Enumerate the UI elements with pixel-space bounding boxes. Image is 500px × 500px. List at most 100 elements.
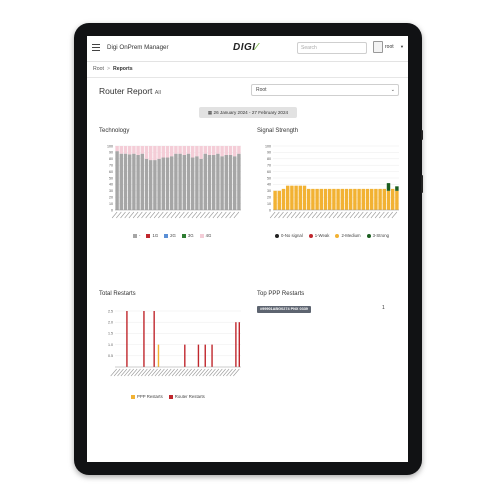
y-tick-label: 90: [267, 151, 271, 155]
legend-item[interactable]: 1-Weak: [308, 233, 329, 238]
top-ppp-row[interactable]: #99901ABG0274 PNX 0339 1: [257, 305, 406, 314]
legend-item[interactable]: Router Restarts: [168, 394, 205, 399]
bar: [169, 156, 174, 210]
calendar-icon: ▦: [207, 110, 214, 115]
device-badge[interactable]: #99901ABG0274 PNX 0339: [257, 306, 311, 313]
user-avatar-icon[interactable]: [373, 41, 383, 53]
legend-item[interactable]: 2G: [164, 233, 176, 238]
x-tick-mark: [117, 368, 124, 377]
x-tick-mark: [316, 211, 322, 219]
total-restarts-chart: 0.5 1.0 1.5 2.0 2.5: [108, 309, 241, 377]
chevron-down-icon[interactable]: ▼: [400, 44, 404, 49]
bar: [144, 158, 149, 210]
x-tick-mark: [195, 368, 203, 377]
x-tick-mark: [113, 368, 121, 377]
legend-item[interactable]: PPP Restarts: [131, 394, 163, 399]
x-tick-mark: [353, 211, 360, 219]
x-tick-mark: [137, 368, 145, 377]
technology-title: Technology: [99, 128, 130, 134]
bar: [294, 185, 298, 210]
x-tick-mark: [229, 211, 235, 219]
bar: [148, 146, 153, 161]
x-tick-mark: [282, 211, 288, 219]
x-tick-mark: [286, 211, 293, 219]
x-tick-mark: [120, 368, 128, 377]
bar: [157, 344, 160, 367]
bar: [165, 157, 170, 210]
menu-icon[interactable]: [92, 44, 100, 51]
bar: [281, 188, 286, 210]
x-tick-mark: [187, 211, 193, 219]
page-title: Router Report All: [99, 86, 161, 96]
x-tick-mark: [166, 211, 172, 219]
divider: [87, 77, 408, 78]
bar: [119, 153, 124, 210]
legend-item[interactable]: 2-Medium: [335, 233, 361, 238]
legend-item[interactable]: 1G: [146, 233, 158, 238]
bar: [315, 188, 319, 210]
x-tick-mark: [337, 211, 343, 219]
date-range-button[interactable]: ▦ 26 January 2024 - 27 February 2024: [199, 107, 297, 118]
user-name[interactable]: root: [385, 44, 394, 50]
x-tick-mark: [110, 368, 117, 377]
bar: [207, 154, 212, 210]
bar: [195, 146, 199, 157]
legend-item[interactable]: 4G: [199, 233, 212, 238]
bar: [238, 322, 240, 367]
x-tick-mark: [324, 211, 330, 219]
y-tick-label: 10: [267, 202, 271, 206]
x-tick-mark: [383, 211, 389, 219]
bar: [186, 153, 191, 210]
bar: [123, 153, 128, 210]
x-tick-mark: [391, 211, 398, 219]
legend-swatch: [275, 233, 279, 238]
legend-item[interactable]: 0-No signal: [275, 233, 303, 238]
bar: [277, 190, 282, 210]
x-tick-mark: [132, 211, 139, 219]
bar: [132, 146, 136, 154]
bar: [386, 190, 391, 210]
bar: [306, 188, 311, 210]
legend-item[interactable]: 3G: [181, 233, 194, 238]
legend-item[interactable]: 3-Strong: [366, 233, 389, 238]
bar: [127, 146, 132, 155]
bar: [348, 188, 353, 210]
legend-swatch: [199, 233, 204, 238]
bar: [395, 190, 399, 210]
bar: [207, 146, 212, 155]
legend-label: 4G: [205, 233, 212, 238]
bar: [382, 188, 387, 210]
bar: [224, 146, 229, 155]
breadcrumb: Root > Reports: [93, 66, 133, 72]
search-input[interactable]: Search: [297, 42, 367, 54]
y-tick-label: 70: [109, 164, 113, 168]
x-tick-mark: [192, 368, 199, 377]
x-tick-mark: [191, 211, 198, 219]
y-tick-label: 80: [267, 157, 271, 161]
group-select[interactable]: Root ⌄: [251, 84, 399, 96]
x-tick-mark: [216, 368, 223, 377]
bar: [237, 146, 241, 154]
x-tick-mark: [178, 368, 186, 377]
bar: [395, 186, 399, 191]
bar: [232, 156, 237, 210]
x-tick-mark: [345, 211, 351, 219]
signal-strength-chart: 0 10 20 30 40 50 60 70 80 90 100: [265, 144, 399, 219]
top-bar: Digi OnPrem Manager DIGI⁄ Search root ▼: [87, 36, 408, 62]
y-tick-label: 2.5: [108, 309, 113, 313]
bar: [211, 154, 216, 210]
bar: [119, 146, 124, 154]
legend-swatch: [335, 233, 340, 238]
bar: [228, 154, 233, 210]
breadcrumb-root[interactable]: Root: [93, 66, 104, 72]
x-tick-mark: [164, 368, 172, 377]
legend-item[interactable]: -: [133, 233, 140, 238]
bar: [216, 146, 220, 154]
bar: [319, 188, 324, 210]
x-tick-mark: [370, 211, 377, 219]
bar: [228, 146, 233, 155]
bar: [374, 188, 378, 210]
y-tick-label: 70: [267, 164, 271, 168]
x-tick-mark: [349, 211, 356, 219]
bar: [144, 146, 149, 159]
